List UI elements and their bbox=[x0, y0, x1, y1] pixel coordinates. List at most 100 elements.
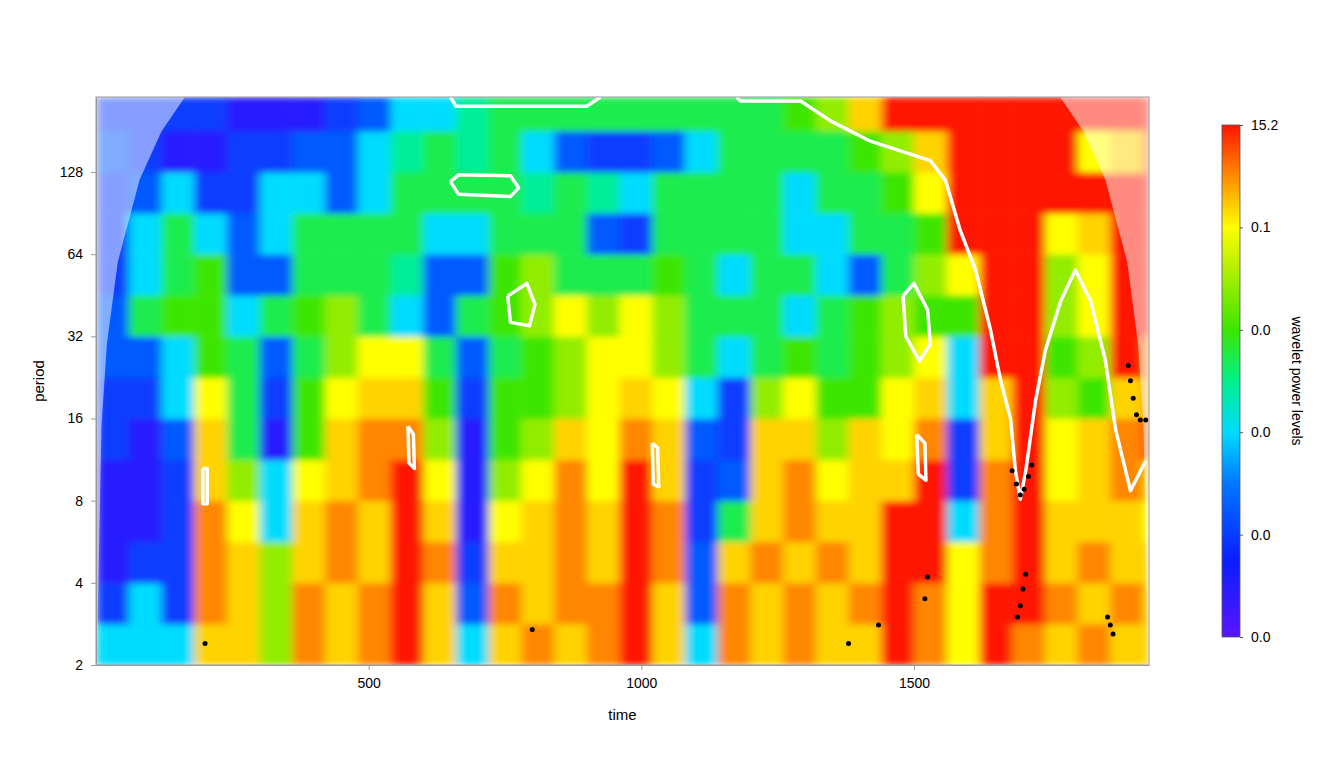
heatmap-cell bbox=[816, 131, 849, 173]
heatmap-cell bbox=[227, 131, 260, 173]
heatmap-cell bbox=[1045, 419, 1078, 461]
heatmap-cell bbox=[227, 97, 260, 131]
heatmap-cell bbox=[227, 542, 260, 584]
heatmap-cell bbox=[652, 624, 685, 665]
heatmap-cell bbox=[1012, 213, 1045, 255]
heatmap-cell bbox=[718, 624, 751, 665]
ridge-point bbox=[1023, 572, 1028, 577]
heatmap-cell bbox=[521, 419, 554, 461]
y-tick-line bbox=[91, 336, 96, 337]
heatmap-cell bbox=[1110, 542, 1143, 584]
heatmap-cell bbox=[292, 295, 325, 337]
heatmap-cell bbox=[1045, 624, 1078, 665]
heatmap-cell bbox=[587, 378, 620, 419]
colorbar bbox=[1222, 125, 1240, 637]
heatmap-cell bbox=[456, 378, 489, 419]
y-tick: 128 bbox=[60, 164, 96, 180]
heatmap-cell bbox=[1012, 97, 1045, 131]
colorbar-axis: 0.00.00.00.00.115.2 bbox=[1240, 117, 1278, 645]
heatmap-cell bbox=[554, 378, 587, 419]
heatmap-cell bbox=[390, 501, 423, 543]
heatmap-cell bbox=[423, 583, 456, 625]
heatmap-cell bbox=[881, 295, 914, 337]
heatmap-cell bbox=[521, 542, 554, 584]
ridge-point bbox=[1018, 492, 1023, 497]
heatmap-cell bbox=[554, 501, 587, 543]
heatmap-cell bbox=[685, 172, 718, 214]
heatmap-cell bbox=[587, 336, 620, 378]
heatmap-cell bbox=[652, 583, 685, 625]
heatmap-cell bbox=[390, 172, 423, 214]
heatmap-cell bbox=[96, 624, 129, 665]
heatmap-cell bbox=[161, 336, 194, 378]
colorbar-tick-label: 0.0 bbox=[1251, 629, 1271, 645]
heatmap-cell bbox=[390, 583, 423, 625]
heatmap-cell bbox=[521, 295, 554, 337]
heatmap-cell bbox=[620, 624, 653, 665]
heatmap-cell bbox=[358, 213, 391, 255]
heatmap-cell bbox=[685, 97, 718, 131]
heatmap-cell bbox=[914, 501, 947, 543]
heatmap-cell bbox=[423, 254, 456, 295]
heatmap-cell bbox=[129, 419, 162, 461]
heatmap-cell bbox=[227, 501, 260, 543]
heatmap-cell bbox=[521, 172, 554, 214]
heatmap-cell bbox=[521, 460, 554, 501]
heatmap-cell bbox=[849, 254, 882, 295]
heatmap-cell bbox=[194, 172, 227, 214]
heatmap-cell bbox=[292, 624, 325, 665]
heatmap-cell bbox=[881, 501, 914, 543]
cone-of-influence bbox=[1060, 97, 1149, 665]
ridge-point bbox=[1015, 614, 1020, 619]
heatmap-cell bbox=[227, 378, 260, 419]
heatmap-cell bbox=[129, 254, 162, 295]
heatmap-cell bbox=[1110, 624, 1143, 665]
heatmap-cell bbox=[325, 336, 358, 378]
heatmap-cell bbox=[423, 378, 456, 419]
colorbar-tick-line bbox=[1240, 330, 1243, 331]
chart-container: 50010001500248163264128timeperiod0.00.00… bbox=[0, 0, 1327, 763]
heatmap-cell bbox=[325, 624, 358, 665]
heatmap-cell bbox=[620, 131, 653, 173]
heatmap-cell bbox=[358, 254, 391, 295]
heatmap-cell bbox=[390, 624, 423, 665]
heatmap-cell bbox=[979, 131, 1012, 173]
heatmap-cell bbox=[358, 378, 391, 419]
heatmap-cell bbox=[390, 254, 423, 295]
colorbar-tick-label: 0.0 bbox=[1251, 527, 1271, 543]
heatmap-cell bbox=[96, 542, 129, 584]
heatmap-cell bbox=[390, 97, 423, 131]
heatmap-cell bbox=[554, 295, 587, 337]
cone-of-influence bbox=[96, 97, 185, 665]
y-tick-line bbox=[91, 172, 96, 173]
x-tick: 1500 bbox=[899, 665, 930, 691]
heatmap-cell bbox=[783, 336, 816, 378]
y-tick-line bbox=[91, 501, 96, 502]
heatmap-cell bbox=[816, 172, 849, 214]
heatmap-cell bbox=[914, 624, 947, 665]
heatmap-cell bbox=[620, 419, 653, 461]
heatmap-cell bbox=[489, 336, 522, 378]
heatmap-cell bbox=[881, 419, 914, 461]
ridge-point bbox=[530, 627, 535, 632]
ridge-point bbox=[1010, 468, 1015, 473]
heatmap-cell bbox=[129, 336, 162, 378]
heatmap-cell bbox=[325, 542, 358, 584]
heatmap-cell bbox=[194, 295, 227, 337]
heatmap-cell bbox=[947, 378, 980, 419]
heatmap-cell bbox=[1110, 378, 1143, 419]
heatmap-cell bbox=[325, 131, 358, 173]
heatmap-cell bbox=[750, 295, 783, 337]
heatmap-cell bbox=[489, 501, 522, 543]
heatmap-cell bbox=[554, 419, 587, 461]
heatmap-cell bbox=[1012, 624, 1045, 665]
y-tick: 16 bbox=[67, 410, 96, 426]
y-tick: 32 bbox=[67, 328, 96, 344]
heatmap-cell bbox=[161, 131, 194, 173]
heatmap-cell bbox=[1045, 378, 1078, 419]
heatmap-cell bbox=[816, 583, 849, 625]
heatmap-cell bbox=[260, 213, 293, 255]
heatmap-cell bbox=[1078, 213, 1111, 255]
heatmap-cell bbox=[1045, 213, 1078, 255]
heatmap-cell bbox=[358, 336, 391, 378]
